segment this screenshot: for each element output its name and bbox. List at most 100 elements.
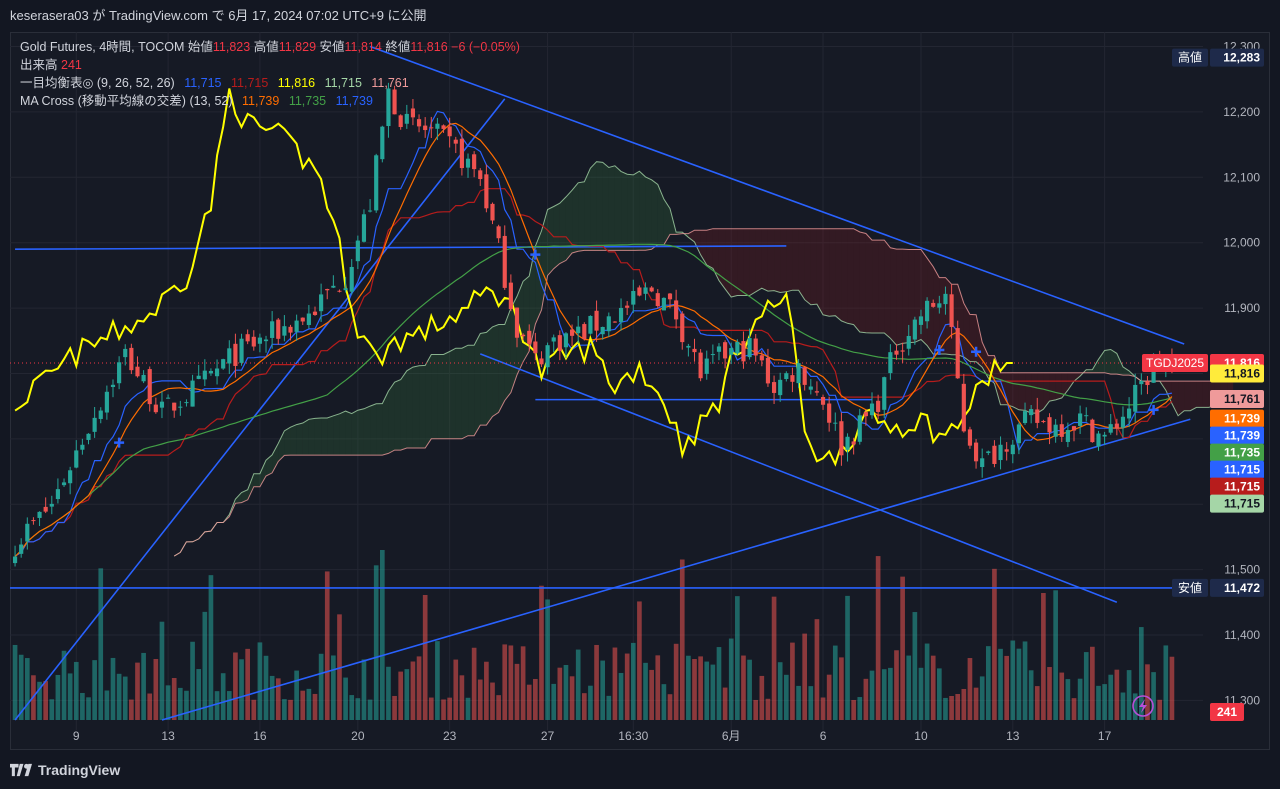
cloud-segment [847, 228, 854, 325]
candle-body [845, 436, 850, 450]
volume-bar [1047, 667, 1052, 720]
candle-body [967, 429, 973, 446]
legend-symbol-row[interactable]: Gold Futures, 4時間, TOCOM 始値11,823 高値11,8… [20, 38, 520, 56]
price-chart[interactable]: 12,30012,20012,10012,00011,90011,80011,7… [0, 0, 1280, 752]
volume-bar [98, 568, 104, 720]
candle-body [129, 347, 134, 371]
volume-bar [392, 695, 397, 720]
volume-bar [1083, 652, 1089, 720]
volume-bar [1004, 655, 1009, 720]
volume-bar [410, 661, 416, 720]
volume-bar [386, 666, 391, 720]
volume-bar [961, 688, 967, 720]
volume-bar [361, 659, 367, 720]
change-value: −6 (−0.05%) [451, 40, 520, 54]
volume-bar [196, 669, 202, 720]
candle-body [667, 293, 673, 300]
volume-bar [612, 647, 618, 720]
candle-body [569, 329, 575, 336]
cloud-segment [357, 408, 364, 456]
candle-body [337, 290, 342, 292]
volume-bar [735, 596, 740, 720]
candle-body [863, 412, 868, 417]
grid-lines [10, 32, 1203, 730]
candle-body [257, 337, 262, 344]
candle-body [31, 520, 36, 522]
legend-volume-row[interactable]: 出来高 241 [20, 56, 520, 74]
candle-body [1016, 424, 1021, 444]
footer: TradingView [0, 752, 1280, 789]
volume-bar [147, 693, 153, 720]
cloud-segment [786, 228, 793, 292]
candle-body [1133, 384, 1138, 412]
volume-bar [979, 676, 985, 720]
ichimoku-tenkan [14, 110, 1173, 557]
volume-bar [606, 695, 612, 720]
cloud-segment [1104, 349, 1111, 375]
legend-ma-cross-row[interactable]: MA Cross (移動平均線の交差) (13, 52) 11,739 11,7… [20, 92, 520, 110]
candle-body [808, 386, 813, 390]
volume-bar [692, 659, 697, 720]
volume-bar [288, 699, 293, 720]
volume-bar [324, 571, 330, 720]
ma-cross-value-1: 11,739 [242, 94, 280, 108]
price-tag-value: 11,715 [1224, 497, 1260, 511]
candle-body [300, 317, 305, 322]
volume-bar [73, 661, 79, 720]
cloud-segment [529, 246, 536, 352]
lightning-alert-icon[interactable] [1132, 695, 1154, 717]
volume-bar [1157, 699, 1163, 720]
volume-bar [496, 695, 501, 720]
candle-body [1035, 409, 1040, 423]
tradingview-logo[interactable]: TradingView [10, 762, 120, 778]
candle-body [441, 125, 446, 129]
candle-body [208, 370, 214, 374]
candle-body [429, 127, 434, 129]
candle-body [239, 338, 244, 363]
volume-bar [18, 654, 24, 720]
cloud-segment [578, 181, 585, 252]
cloud-segment [272, 443, 279, 473]
candle-body [1108, 424, 1113, 433]
candle-body [135, 366, 140, 377]
candle-body [196, 375, 201, 379]
volume-bar [508, 645, 514, 720]
volume-bar [355, 698, 361, 720]
candle-body [514, 307, 520, 338]
volume-bar [269, 675, 275, 720]
cloud-segment [400, 370, 407, 451]
legend-ichimoku-row[interactable]: 一目均衡表◎ (9, 26, 52, 26) 11,715 11,715 11,… [20, 74, 520, 92]
volume-bar [165, 685, 171, 720]
price-tag-label: 安値 [1178, 580, 1202, 595]
candle-body [955, 328, 960, 379]
candle-body [343, 288, 348, 291]
cloud-segment [553, 203, 560, 269]
volume-bar [86, 697, 91, 720]
volume-bar [1139, 627, 1144, 720]
cloud-segment [474, 333, 481, 436]
cloud-segment [737, 228, 744, 296]
candle-body [12, 556, 18, 564]
candle-body [74, 450, 79, 468]
cloud-segment [565, 190, 573, 261]
volume-bar [955, 693, 961, 720]
tradingview-brand: TradingView [38, 762, 121, 778]
cross-marker [1148, 404, 1159, 415]
volume-bars [12, 550, 1175, 720]
candle-body [814, 391, 819, 393]
volume-bar [881, 669, 887, 720]
cloud-segment [804, 228, 811, 305]
cross-marker [530, 249, 541, 260]
volume-bar [153, 659, 159, 720]
candle-body [582, 324, 587, 340]
volume-bar [1096, 685, 1101, 720]
volume-bar [630, 642, 636, 720]
volume-bar [716, 647, 722, 720]
cloud-segment [902, 249, 909, 344]
candle-body [1096, 433, 1101, 447]
volume-bar [208, 575, 214, 720]
candle-body [729, 348, 734, 355]
volume-bar [92, 660, 97, 720]
candle-body [159, 401, 165, 408]
candle-body [710, 354, 715, 356]
